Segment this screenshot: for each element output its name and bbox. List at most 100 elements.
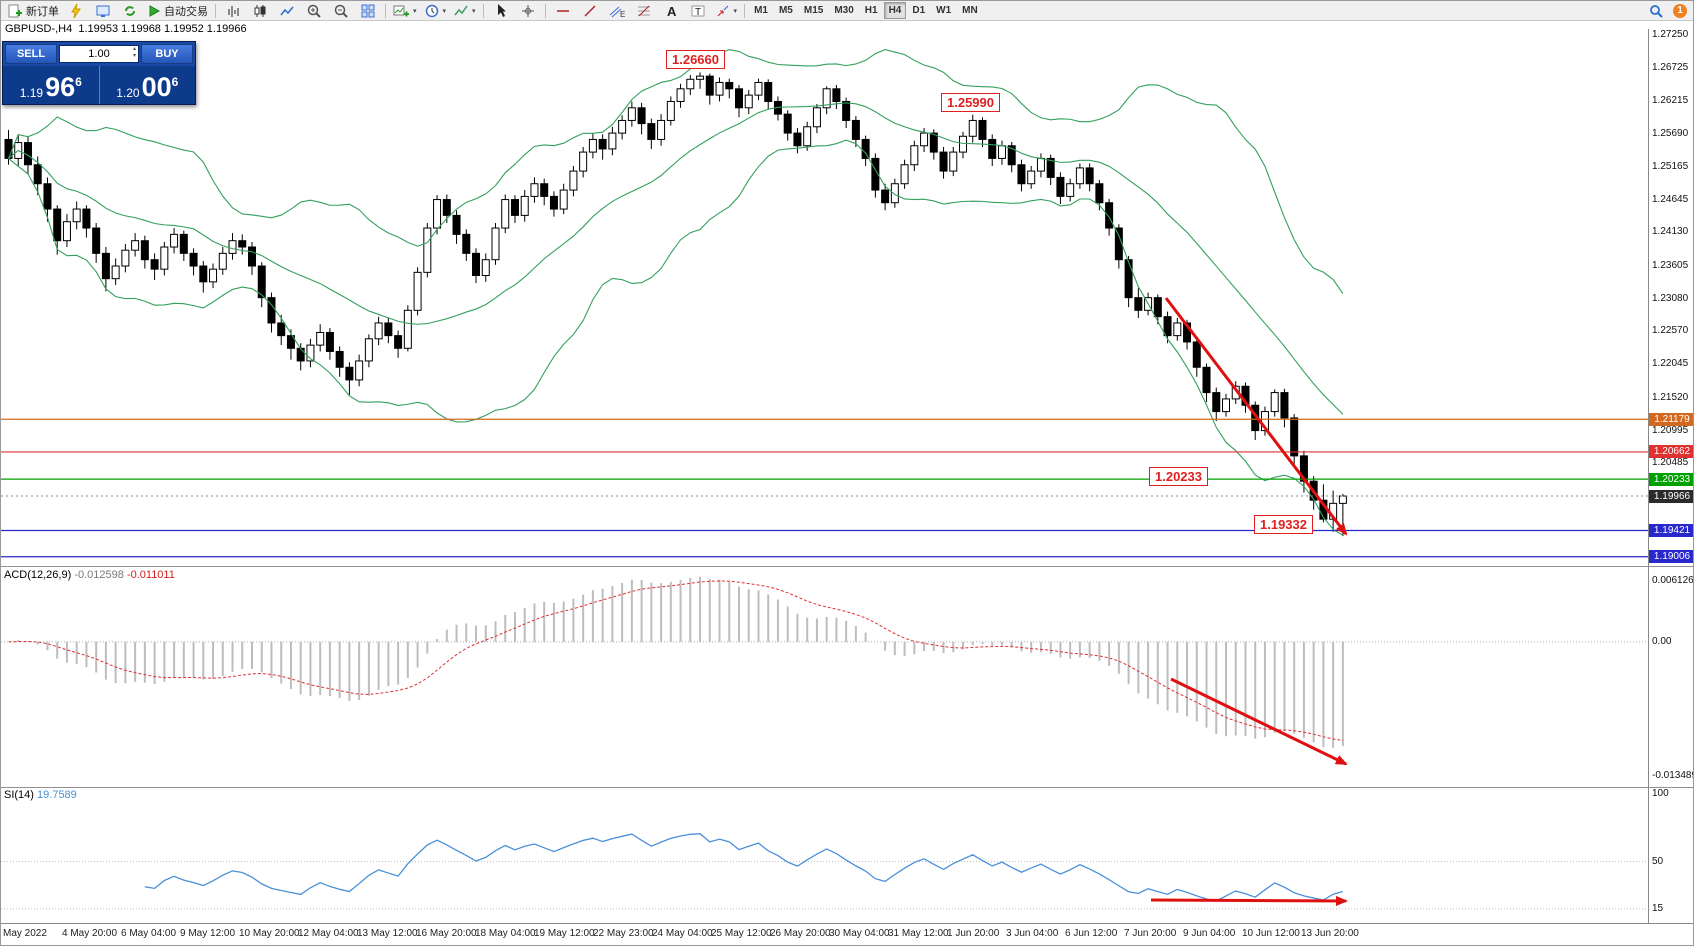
time-axis-label: 24 May 04:00 (652, 928, 713, 939)
axis-divider (1649, 787, 1693, 788)
time-axis-label: 30 May 04:00 (829, 928, 890, 939)
arrows-tool-icon (717, 5, 728, 16)
timeframe-m1[interactable]: M1 (754, 5, 768, 16)
toolbar-separator (482, 3, 484, 18)
channel-icon: E (609, 6, 625, 19)
price-tick: 1.22045 (1652, 358, 1689, 370)
crosshair-button[interactable] (515, 1, 541, 21)
price-level-tag: 1.20662 (1649, 445, 1693, 459)
price-tick: 1.26725 (1652, 62, 1689, 74)
timeframe-m30[interactable]: M30 (834, 5, 854, 16)
clock-icon (425, 4, 438, 17)
sell-button[interactable]: SELL (5, 44, 57, 64)
time-axis-label: 12 May 04:00 (298, 928, 359, 939)
period-button[interactable]: ▾ (421, 1, 450, 21)
zoom-out-button[interactable] (328, 1, 354, 21)
buy-price[interactable]: 1.20 00 6 (98, 66, 196, 104)
time-axis-label: 1 Jun 20:00 (947, 928, 1000, 939)
volume-input[interactable]: 1.00 ▴ ▾ (59, 45, 139, 63)
crosshair-icon (521, 4, 534, 17)
auto-trading-label: 自动交易 (164, 5, 208, 18)
fibonacci-icon (637, 5, 650, 16)
line-chart-button[interactable] (274, 1, 300, 21)
price-chart-canvas[interactable] (1, 29, 1648, 923)
bar-chart-icon (228, 5, 239, 17)
price-axis[interactable]: 1.27250 1.26725 1.26215 1.25690 1.25165 1.246… (1648, 29, 1694, 923)
auto-trading-button[interactable]: 自动交易 (144, 1, 211, 21)
macd-value-main: -0.012598 (74, 569, 124, 581)
trendline-button[interactable] (577, 1, 603, 21)
zoom-in-button[interactable] (301, 1, 327, 21)
price-annotation[interactable]: 1.25990 (941, 93, 1000, 112)
text-button[interactable]: A (658, 1, 684, 21)
timeframe-d1[interactable]: D1 (912, 5, 926, 16)
timeframe-h4[interactable]: H4 (883, 2, 907, 19)
new-order-label: 新订单 (26, 5, 59, 18)
notification-badge[interactable]: 1 (1673, 3, 1687, 18)
macd-axis-value: 0.006126 (1652, 575, 1694, 586)
timeframe-mn[interactable]: MN (962, 5, 978, 16)
market-watch-button[interactable] (90, 1, 116, 21)
one-click-button[interactable] (63, 1, 89, 21)
time-axis-label: 31 May 12:00 (888, 928, 949, 939)
spin-up-icon[interactable]: ▴ (132, 46, 136, 52)
time-axis-label: May 2022 (3, 928, 47, 939)
dropdown-caret-icon: ▾ (472, 7, 476, 15)
dropdown-caret-icon: ▾ (413, 7, 417, 15)
channel-button[interactable]: E (604, 1, 630, 21)
indicators-button[interactable]: ▾ (450, 1, 479, 21)
price-tick: 1.23605 (1652, 259, 1689, 271)
timeframe-m5[interactable]: M5 (778, 5, 793, 16)
arrows-tool-button[interactable]: ▾ (712, 1, 741, 21)
timeframe-m15[interactable]: M15 (803, 5, 824, 16)
text-label-icon: T (691, 5, 705, 18)
timeframe-h1[interactable]: H1 (864, 5, 878, 16)
tile-windows-icon (361, 4, 375, 17)
sell-price[interactable]: 1.19 96 6 (3, 66, 99, 104)
toolbar: 新订单 自动交易 (1, 1, 1693, 21)
price-level-tag: 1.21179 (1649, 412, 1693, 426)
spin-down-icon[interactable]: ▾ (132, 53, 136, 59)
time-axis-label: 9 May 12:00 (180, 928, 236, 939)
cursor-icon (497, 3, 506, 17)
new-order-button[interactable]: 新订单 (4, 1, 62, 21)
price-annotation[interactable]: 1.26660 (666, 50, 725, 69)
volume-spinner[interactable]: ▴ ▾ (133, 46, 136, 60)
fibonacci-button[interactable] (631, 1, 657, 21)
price-annotation[interactable]: 1.20233 (1149, 467, 1208, 486)
price-tick: 1.20485 (1652, 457, 1689, 469)
horizontal-line-button[interactable] (550, 1, 576, 21)
price-tick: 1.23080 (1652, 292, 1689, 304)
rsi-axis-value: 15 (1652, 903, 1664, 914)
timeframe-w1[interactable]: W1 (936, 5, 952, 16)
price-tick: 1.26215 (1652, 94, 1689, 106)
cursor-button[interactable] (488, 1, 514, 21)
macd-value-signal: -0.011011 (126, 569, 175, 581)
time-axis[interactable]: May 2022 4 May 20:00 6 May 04:00 9 May 12:0… (1, 923, 1693, 945)
price-tick: 1.25165 (1652, 160, 1689, 172)
candle-chart-icon (254, 4, 266, 17)
candle-chart-button[interactable] (247, 1, 273, 21)
time-axis-label: 13 May 12:00 (357, 928, 418, 939)
chart-window-icon (96, 5, 110, 17)
tile-windows-button[interactable] (355, 1, 381, 21)
price-level-tag: 1.20233 (1649, 472, 1693, 486)
search-button[interactable] (1643, 1, 1669, 21)
sell-price-big: 96 (45, 72, 76, 102)
time-axis-label: 16 May 20:00 (416, 928, 477, 939)
price-annotation[interactable]: 1.19332 (1254, 515, 1313, 534)
bar-chart-button[interactable] (220, 1, 246, 21)
time-axis-label: 6 May 04:00 (121, 928, 177, 939)
refresh-button[interactable] (117, 1, 143, 21)
zoom-in-icon (307, 4, 321, 18)
buy-button[interactable]: BUY (141, 44, 193, 64)
time-axis-label: 25 May 12:00 (711, 928, 772, 939)
price-tick: 1.24645 (1652, 193, 1689, 205)
text-label-button[interactable]: T (685, 1, 711, 21)
new-order-icon (8, 4, 22, 17)
new-chart-button[interactable]: ▾ (390, 1, 420, 21)
macd-indicator-label: ACD(12,26,9) -0.012598 -0.011011 (4, 569, 175, 581)
time-axis-label: 22 May 23:00 (593, 928, 654, 939)
macd-axis-value: 0.00 (1652, 635, 1672, 647)
